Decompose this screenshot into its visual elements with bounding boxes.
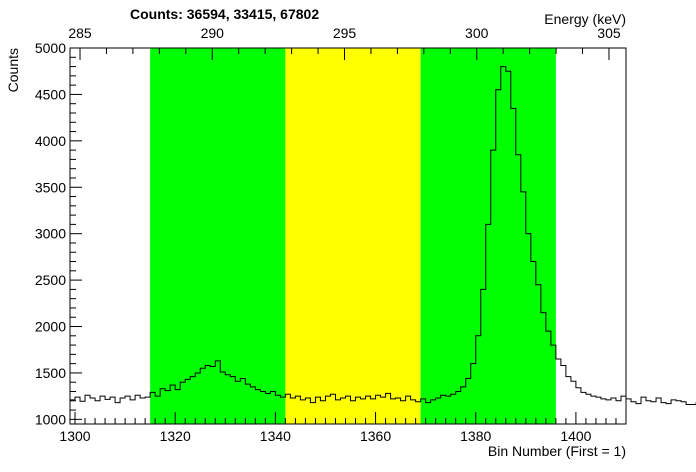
region-band-1 [150, 48, 286, 424]
energy-axis-title: Energy (keV) [544, 11, 626, 27]
energy-tick-label: 285 [68, 25, 92, 41]
regions-layer [150, 48, 556, 424]
y-tick-label: 3500 [35, 179, 66, 195]
y-tick-label: 1000 [35, 411, 66, 427]
y-tick-label: 1500 [35, 365, 66, 381]
y-tick-label: 4000 [35, 133, 66, 149]
x-tick-label: 1320 [160, 428, 191, 444]
x-tick-label: 1360 [360, 428, 391, 444]
energy-tick-label: 300 [465, 25, 489, 41]
region-band-2 [285, 48, 421, 424]
x-tick-label: 1380 [460, 428, 491, 444]
x-axis-title: Bin Number (First = 1) [488, 443, 626, 459]
tick-labels: 1300 1320 1340 1360 1380 1400 1000 1500 2000 2500… [35, 25, 621, 444]
y-tick-label: 3000 [35, 226, 66, 242]
y-tick-label: 4500 [35, 86, 66, 102]
counts-title: Counts: 36594, 33415, 67802 [130, 6, 319, 22]
axis-ticks [70, 47, 627, 424]
y-axis-title: Counts [5, 48, 21, 92]
y-tick-label: 2500 [35, 272, 66, 288]
energy-tick-label: 295 [333, 25, 357, 41]
y-tick-label: 5000 [35, 40, 66, 56]
histogram-line [70, 66, 696, 406]
x-tick-label: 1400 [560, 428, 591, 444]
y-tick-label: 2000 [35, 319, 66, 335]
x-tick-label: 1340 [260, 428, 291, 444]
energy-tick-label: 290 [201, 25, 225, 41]
plot-frame [69, 47, 627, 425]
energy-tick-label: 305 [597, 25, 621, 41]
region-band-3 [420, 48, 556, 424]
x-tick-label: 1300 [59, 428, 90, 444]
